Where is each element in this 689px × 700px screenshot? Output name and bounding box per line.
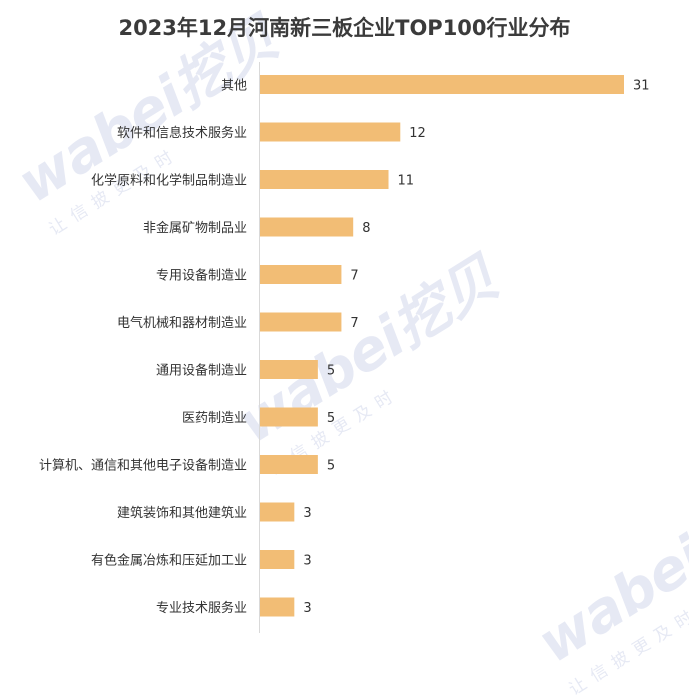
- category-label: 化学原料和化学制品制造业: [91, 173, 247, 189]
- category-label: 医药制造业: [182, 411, 247, 426]
- bar: [259, 360, 318, 379]
- category-label: 通用设备制造业: [156, 363, 247, 379]
- data-label: 12: [409, 126, 426, 141]
- data-label: 3: [303, 554, 311, 569]
- category-label: 其他: [221, 79, 247, 94]
- bar: [259, 265, 342, 284]
- data-label: 3: [303, 506, 311, 521]
- data-label: 7: [350, 269, 358, 284]
- data-label: 3: [303, 601, 311, 616]
- bar: [259, 550, 295, 569]
- bar: [259, 502, 295, 522]
- bar: [259, 312, 342, 332]
- bar: [259, 75, 624, 94]
- data-label: 8: [362, 221, 370, 236]
- bar: [259, 170, 389, 189]
- bar: [259, 122, 401, 142]
- category-label: 计算机、通信和其他电子设备制造业: [39, 458, 247, 474]
- bar: [259, 455, 318, 474]
- category-label: 电气机械和器材制造业: [117, 315, 247, 331]
- bar: [259, 597, 295, 617]
- data-label: 5: [327, 364, 335, 379]
- category-label: 建筑装饰和其他建筑业: [117, 505, 247, 521]
- data-label: 5: [327, 459, 335, 474]
- bar-chart: 其他 31 软件和信息技术服务业 12 化学原料和化学制品制造业 11 非金属矿物制品业 8 专…: [39, 62, 650, 633]
- chart-title: 2023年12月河南新三板企业TOP100行业分布: [118, 16, 571, 40]
- data-label: 31: [633, 79, 650, 94]
- data-label: 7: [350, 316, 358, 331]
- category-label: 专业技术服务业: [156, 600, 247, 616]
- bar: [259, 217, 354, 237]
- data-label: 5: [327, 411, 335, 426]
- category-label: 软件和信息技术服务业: [117, 125, 247, 141]
- category-label: 非金属矿物制品业: [143, 220, 247, 236]
- data-label: 11: [398, 174, 415, 189]
- category-label: 专用设备制造业: [156, 268, 247, 284]
- bar: [259, 407, 318, 427]
- category-label: 有色金属冶炼和压延加工业: [91, 553, 247, 569]
